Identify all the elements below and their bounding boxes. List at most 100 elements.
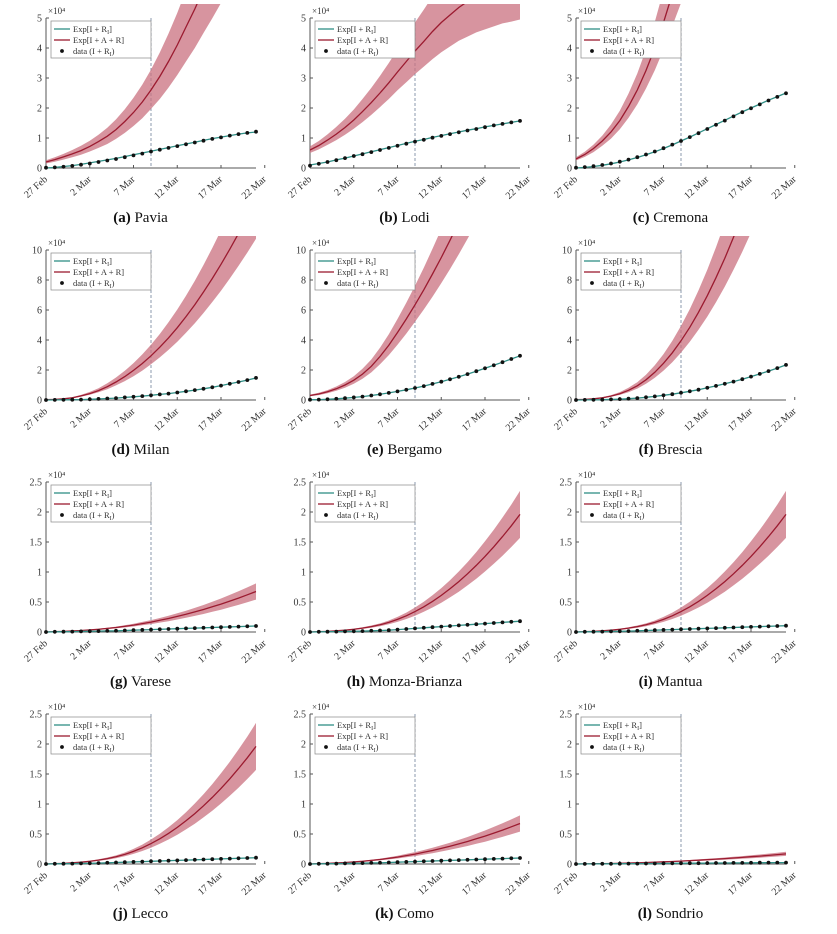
legend-data-sub: I bbox=[110, 52, 112, 58]
data-point bbox=[351, 154, 356, 158]
y-tick-label: 6 bbox=[567, 306, 572, 317]
x-tick-label: 17 Mar bbox=[196, 174, 226, 202]
y-tick-label: 2 bbox=[301, 104, 306, 115]
data-point bbox=[140, 859, 145, 864]
data-point bbox=[192, 857, 197, 862]
data-point bbox=[509, 856, 514, 861]
y-exponent-label: ×10⁴ bbox=[578, 702, 595, 712]
y-tick-label: 2.5 bbox=[294, 478, 307, 489]
chart-svg: ×10⁴ 0 2 4 6 8 10 27 Feb 2 Mar 7 Mar 12 Mar 17 Mar 2… bbox=[552, 236, 799, 434]
y-exponent-label: ×10⁴ bbox=[578, 470, 595, 480]
x-tick-label: 7 Mar bbox=[642, 638, 668, 663]
panel-caption: (j) Lecco bbox=[8, 906, 273, 923]
panel-caption-label: (h) bbox=[346, 674, 366, 690]
legend-data-close: ) bbox=[376, 742, 379, 752]
total-confidence-band bbox=[310, 490, 520, 632]
y-exponent-label: ×10⁴ bbox=[48, 6, 65, 16]
legend-data-sub: I bbox=[374, 748, 376, 754]
y-tick-label: 0 bbox=[567, 628, 572, 639]
chart-svg: ×10⁴ 0 0.5 1 1.5 2 2.5 27 Feb 2 Mar 7 Mar 12 Mar 17… bbox=[286, 702, 534, 898]
data-point bbox=[184, 389, 188, 394]
data-point bbox=[87, 397, 92, 402]
x-tick-label: 22 Mar bbox=[504, 870, 534, 898]
data-point bbox=[687, 389, 692, 394]
y-tick-label: 3 bbox=[301, 74, 306, 85]
panel-caption-region: Lodi bbox=[397, 210, 430, 226]
y-exponent-label: ×10⁴ bbox=[578, 238, 595, 248]
data-point bbox=[509, 357, 514, 361]
y-tick-label: 2 bbox=[301, 508, 306, 519]
x-tick-label: 12 Mar bbox=[152, 638, 182, 666]
panel-caption: (h) Monza-Brianza bbox=[272, 674, 537, 691]
y-tick-label: 1 bbox=[567, 800, 572, 811]
data-point bbox=[757, 372, 762, 376]
y-tick-label: 2.5 bbox=[30, 478, 43, 489]
data-point bbox=[687, 627, 692, 631]
y-tick-label: 4 bbox=[301, 336, 306, 347]
x-tick-label: 12 Mar bbox=[682, 406, 712, 434]
y-exponent-label: ×10⁴ bbox=[578, 6, 595, 16]
data-point bbox=[236, 380, 241, 384]
data-point bbox=[465, 372, 470, 376]
x-tick-label: 2 Mar bbox=[598, 638, 624, 663]
panel-caption-region: Milan bbox=[129, 442, 170, 458]
data-point bbox=[740, 625, 745, 630]
legend-observed-label: Exp[I + RI] bbox=[337, 720, 376, 732]
data-point bbox=[175, 626, 180, 631]
data-point bbox=[52, 629, 57, 634]
legend-data-label: data (I + RI) bbox=[73, 278, 115, 290]
chart-svg: ×10⁴ 0 2 4 6 8 10 27 Feb 2 Mar 7 Mar 12 Mar 17 Mar 2… bbox=[22, 236, 269, 434]
x-tick-label: 12 Mar bbox=[152, 870, 182, 898]
total-confidence-band bbox=[46, 722, 256, 864]
x-tick-label: 22 Mar bbox=[770, 638, 800, 666]
legend-observed-close: ] bbox=[109, 256, 112, 266]
data-point bbox=[131, 394, 136, 399]
data-point bbox=[369, 628, 374, 633]
chart-svg: ×10⁴ 0 1 2 3 4 5 27 Feb 2 Mar 7 Mar 12 Mar 17 Mar 22… bbox=[22, 4, 269, 202]
legend-observed-sub: I bbox=[371, 262, 373, 268]
panel-caption-label: (f) bbox=[638, 442, 654, 458]
y-tick-label: 2 bbox=[301, 366, 306, 377]
legend-observed-close: ] bbox=[639, 488, 642, 498]
data-point bbox=[705, 626, 710, 631]
data-point bbox=[784, 363, 788, 367]
panel-caption-label: (d) bbox=[111, 442, 130, 458]
data-point bbox=[740, 110, 745, 115]
data-point bbox=[661, 393, 666, 398]
y-tick-label: 1.5 bbox=[560, 538, 573, 549]
data-point bbox=[44, 630, 48, 634]
data-point bbox=[652, 628, 657, 633]
data-point bbox=[784, 623, 788, 628]
data-point bbox=[413, 386, 417, 390]
data-point bbox=[70, 861, 75, 866]
data-point bbox=[149, 149, 153, 154]
data-point bbox=[775, 366, 780, 370]
data-point bbox=[600, 629, 605, 634]
total-series-line bbox=[575, 236, 735, 401]
data-point bbox=[316, 161, 321, 166]
data-point bbox=[696, 387, 701, 392]
legend-observed-label: Exp[I + RI] bbox=[73, 24, 112, 36]
total-confidence-band bbox=[46, 4, 221, 164]
data-point bbox=[227, 133, 232, 138]
data-point bbox=[122, 395, 127, 400]
legend-observed-close: ] bbox=[373, 24, 376, 34]
y-tick-label: 6 bbox=[37, 306, 42, 317]
y-tick-label: 3 bbox=[567, 74, 572, 85]
x-tick-label: 2 Mar bbox=[332, 638, 358, 663]
data-point bbox=[140, 394, 145, 398]
chart-panel: ×10⁴ 0 0.5 1 1.5 2 2.5 27 Feb 2 Mar 7 Mar 12 Mar 17… bbox=[8, 468, 273, 698]
data-point bbox=[325, 861, 330, 866]
data-point bbox=[44, 398, 48, 402]
total-series-line bbox=[45, 4, 198, 163]
data-point bbox=[52, 165, 57, 170]
data-point bbox=[775, 95, 780, 99]
y-tick-label: 5 bbox=[37, 14, 42, 25]
y-tick-label: 0 bbox=[37, 396, 42, 407]
data-point bbox=[245, 856, 250, 860]
data-point bbox=[679, 390, 683, 395]
data-point bbox=[448, 377, 452, 382]
data-point bbox=[70, 164, 75, 168]
x-tick-label: 2 Mar bbox=[598, 870, 624, 895]
data-point bbox=[166, 146, 171, 150]
